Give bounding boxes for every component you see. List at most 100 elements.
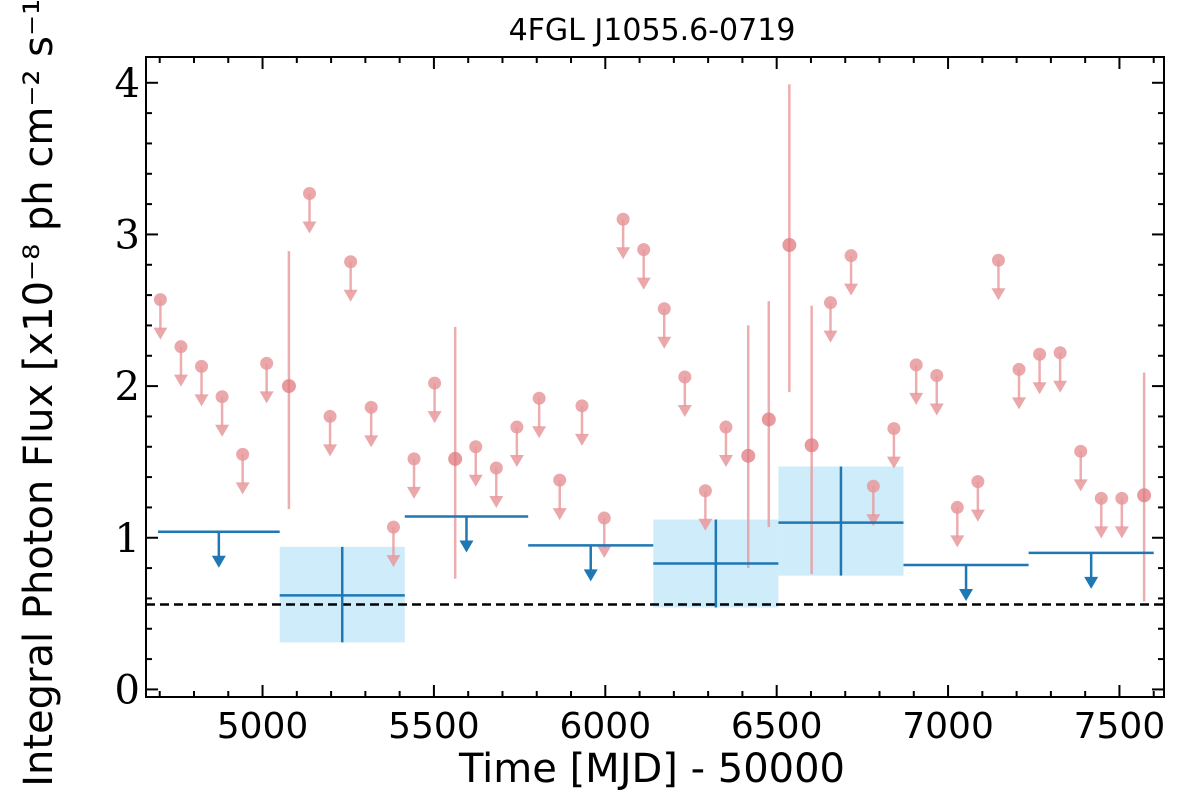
long-bin-arrow-head	[959, 589, 974, 602]
upper-limit-point	[215, 390, 229, 404]
x-tick-label: 6500	[731, 706, 823, 747]
y-tick-label: 4	[115, 61, 140, 107]
upper-limit-arrow-head	[468, 474, 483, 487]
upper-limit-arrow-head	[677, 405, 692, 417]
upper-limit-arrow-head	[259, 391, 274, 404]
upper-limit-arrow-head	[844, 283, 859, 296]
upper-limit-arrow-head	[343, 289, 358, 302]
upper-limit-point	[344, 255, 358, 269]
x-tick-label: 7500	[1074, 706, 1166, 747]
upper-limit-point	[657, 302, 671, 316]
upper-limit-point	[469, 440, 483, 454]
long-bin-arrow-head	[1084, 576, 1099, 589]
upper-limit-arrow-head	[153, 327, 168, 340]
upper-limit-arrow-head	[1114, 526, 1129, 539]
upper-limit-arrow-head	[597, 546, 612, 559]
upper-limit-arrow-head	[718, 455, 733, 468]
upper-limit-point	[1012, 362, 1026, 376]
upper-limit-arrow-head	[194, 394, 209, 407]
x-tick-label: 7000	[902, 706, 994, 747]
upper-limit-point	[575, 399, 589, 413]
upper-limit-arrow-head	[173, 374, 188, 387]
upper-limit-point	[428, 376, 442, 390]
detection-point	[804, 438, 819, 453]
upper-limit-arrow-head	[302, 221, 317, 234]
upper-limit-arrow-head	[970, 509, 985, 522]
upper-limit-arrow-head	[616, 247, 631, 260]
upper-limit-arrow-head	[866, 514, 881, 527]
upper-limit-point	[510, 420, 524, 434]
upper-limit-point	[866, 479, 880, 493]
upper-limit-arrow-head	[574, 433, 589, 446]
upper-limit-point	[1115, 491, 1129, 505]
upper-limit-point	[950, 500, 964, 514]
tick-labels: 5000 5500 6000 6500 7000 7500 0 1 2 3 4	[115, 61, 1166, 747]
upper-limit-arrow-head	[323, 444, 338, 457]
upper-limit-point	[678, 370, 692, 384]
upper-limit-arrow-head	[489, 495, 504, 508]
upper-limit-arrow-head	[698, 518, 713, 531]
detection-point	[448, 451, 463, 466]
upper-limit-point	[909, 358, 923, 372]
upper-limit-point	[236, 447, 250, 461]
x-tick-label: 6000	[559, 706, 651, 747]
detection-point	[741, 448, 756, 463]
upper-limit-arrow-head	[1032, 382, 1047, 395]
short-bin-series	[153, 84, 1152, 602]
upper-limit-point	[195, 359, 209, 373]
x-axis-label: Time [MJD] - 50000	[458, 746, 845, 792]
y-tick-label: 0	[115, 667, 140, 713]
detection-point	[281, 379, 296, 394]
x-tick-label: 5500	[388, 706, 480, 747]
upper-limit-arrow-head	[1073, 479, 1088, 492]
upper-limit-arrow-head	[1012, 397, 1027, 410]
upper-limit-point	[489, 461, 503, 475]
upper-limit-point	[302, 186, 316, 200]
plot-frame	[145, 56, 1165, 698]
upper-limit-point	[698, 484, 712, 498]
long-bin-arrow-head	[459, 540, 474, 553]
upper-limit-arrow-head	[215, 424, 230, 437]
detection-point	[761, 412, 776, 427]
detection-point	[782, 238, 797, 253]
upper-limit-arrow-head	[407, 486, 422, 499]
upper-limit-arrow-head	[364, 435, 379, 448]
long-bin-arrow-head	[211, 555, 226, 568]
long-bin-series	[157, 466, 1154, 643]
upper-limit-point	[323, 409, 337, 423]
upper-limit-point	[616, 212, 630, 226]
upper-limit-arrow-head	[929, 403, 944, 416]
upper-limit-point	[174, 340, 188, 354]
upper-limit-arrow-head	[427, 411, 442, 424]
detection-point	[1137, 488, 1152, 503]
upper-limit-point	[1053, 346, 1067, 360]
upper-limit-arrow-head	[386, 555, 401, 568]
long-bin-arrow-head	[583, 569, 598, 582]
upper-limit-point	[260, 356, 274, 370]
upper-limit-arrow-head	[991, 288, 1006, 301]
upper-limit-point	[887, 422, 901, 436]
upper-limit-point	[1094, 491, 1108, 505]
y-tick-label: 1	[115, 516, 140, 562]
upper-limit-point	[386, 520, 400, 534]
upper-limit-arrow-head	[657, 336, 672, 349]
upper-limit-point	[930, 368, 944, 382]
y-tick-label: 3	[115, 212, 140, 258]
upper-limit-point	[823, 296, 837, 310]
chart-title: 4FGL J1055.6-0719	[509, 13, 796, 48]
upper-limit-point	[637, 243, 651, 257]
upper-limit-point	[719, 420, 733, 434]
upper-limit-point	[407, 452, 421, 466]
upper-limit-point	[971, 475, 985, 489]
upper-limit-point	[1033, 347, 1047, 361]
x-tick-label: 5000	[217, 706, 309, 747]
upper-limit-arrow-head	[552, 508, 567, 521]
upper-limit-arrow-head	[509, 455, 524, 468]
upper-limit-arrow-head	[235, 482, 250, 495]
upper-limit-arrow-head	[823, 330, 838, 343]
upper-limit-point	[153, 293, 167, 307]
upper-limit-point	[844, 249, 858, 263]
axis-ticks	[146, 57, 1164, 697]
upper-limit-point	[991, 253, 1005, 267]
